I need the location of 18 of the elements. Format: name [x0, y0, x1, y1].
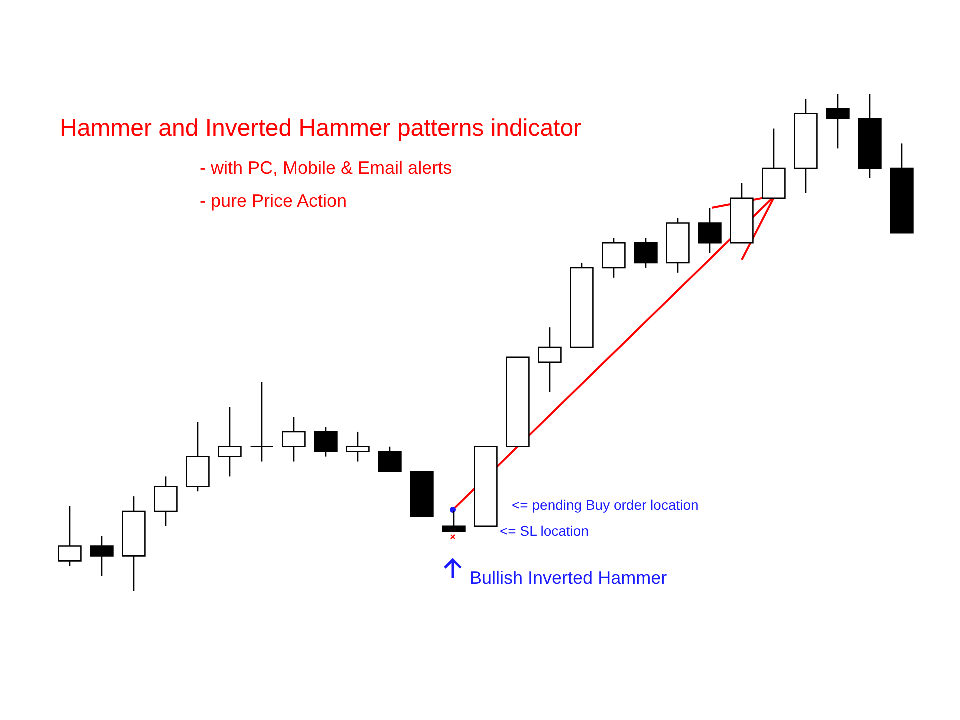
candlestick — [314, 426, 338, 458]
annotation: <= SL location — [500, 523, 589, 539]
candlestick — [378, 446, 402, 472]
candlestick — [58, 506, 82, 567]
annotation: - pure Price Action — [200, 191, 348, 212]
candlestick — [250, 382, 274, 462]
candlestick — [698, 208, 722, 254]
candlestick — [218, 406, 242, 478]
candlestick — [346, 431, 370, 462]
annotation: <= pending Buy order location — [512, 497, 699, 513]
text: - with PC, Mobile & Email alerts — [200, 158, 452, 179]
candlestick — [282, 416, 306, 462]
candlestick — [634, 237, 658, 269]
annotation: Bullish Inverted Hammer — [470, 568, 668, 589]
candlestick — [90, 536, 114, 577]
text: Hammer and Inverted Hammer patterns indicator — [60, 115, 582, 143]
candlestick — [826, 93, 850, 150]
candlestick — [538, 326, 562, 393]
